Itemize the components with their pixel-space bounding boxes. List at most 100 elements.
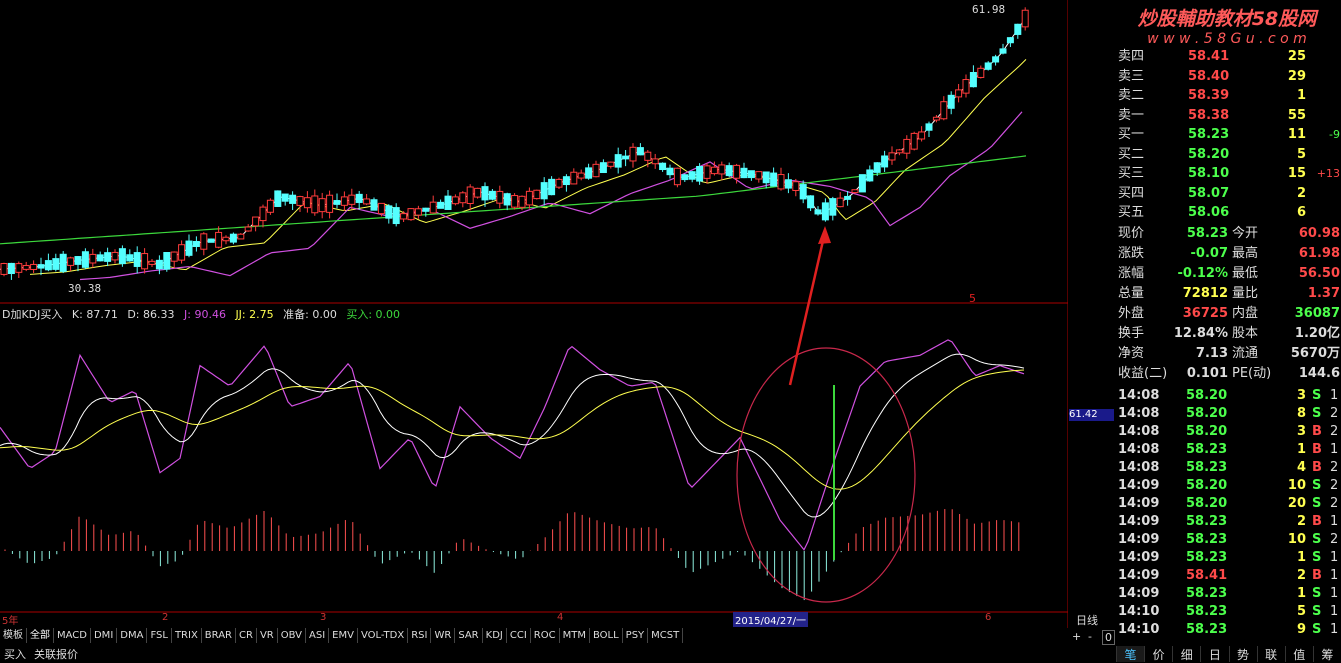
trade-time: 14:09 xyxy=(1118,514,1160,529)
indicator-tab[interactable]: DMA xyxy=(117,628,148,643)
kdj-d-line xyxy=(0,369,1025,490)
indicator-tab[interactable]: ROC xyxy=(531,628,560,643)
stat-value: 144.6 xyxy=(1298,366,1340,381)
quote-panel-tab[interactable]: 价 xyxy=(1144,646,1172,662)
stat-row: 现价 58.23 今开 60.98 xyxy=(1116,224,1341,243)
candle-body xyxy=(614,154,622,168)
indicator-tab[interactable]: BRAR xyxy=(202,628,236,643)
indicator-tab[interactable]: 模板 xyxy=(0,628,27,643)
trade-side: S xyxy=(1312,622,1322,637)
quote-panel-tab[interactable]: 势 xyxy=(1228,646,1257,662)
candle-body xyxy=(15,263,23,273)
indicator-tab[interactable]: VR xyxy=(257,628,278,643)
trade-time: 14:08 xyxy=(1118,442,1160,457)
trade-price: 58.23 xyxy=(1186,460,1228,475)
indicator-tab[interactable]: RSI xyxy=(408,628,432,643)
trade-time: 14:09 xyxy=(1118,550,1160,565)
trade-side: B xyxy=(1312,514,1322,529)
indicator-tab[interactable]: OBV xyxy=(278,628,306,643)
trade-price: 58.23 xyxy=(1186,532,1228,547)
quote-panel-tab[interactable]: 筹 xyxy=(1312,646,1341,662)
high-price-label: 61.98 xyxy=(972,3,1005,16)
zoom-reset-button[interactable]: 0 xyxy=(1102,630,1115,645)
indicator-tab[interactable]: CR xyxy=(236,628,257,643)
indicator-name[interactable]: D加KDJ买入 xyxy=(2,308,63,321)
candle-body xyxy=(289,194,297,204)
candle-body xyxy=(466,186,474,205)
bottom-tab[interactable]: 买入 xyxy=(4,648,26,661)
trade-volume: 3 xyxy=(1296,388,1306,403)
trade-side: B xyxy=(1312,460,1322,475)
indicator-tab[interactable]: TRIX xyxy=(172,628,202,643)
ma5-line xyxy=(0,17,1027,270)
candle-body xyxy=(688,171,696,180)
indicator-tab[interactable]: 全部 xyxy=(27,628,54,643)
candle-body xyxy=(533,189,541,200)
trade-price: 58.20 xyxy=(1186,406,1228,421)
kdj-j-line xyxy=(0,339,1025,551)
quote-panel-tab[interactable]: 值 xyxy=(1284,646,1313,662)
ma20-line xyxy=(79,111,1023,281)
date-label: 4 xyxy=(557,612,564,623)
chart-area[interactable]: 60.0055.0050.0045.0040.0035.0030.00 100.… xyxy=(0,0,1114,628)
indicator-tab[interactable]: MTM xyxy=(560,628,590,643)
trade-time: 14:08 xyxy=(1118,406,1160,421)
trade-time: 14:10 xyxy=(1118,604,1160,619)
zoom-in-button[interactable]: + xyxy=(1072,630,1082,643)
candle-body xyxy=(222,236,230,242)
trade-count: 2 xyxy=(1330,424,1339,439)
indicator-tab[interactable]: BOLL xyxy=(590,628,623,643)
period-label[interactable]: 日线 xyxy=(1076,614,1098,627)
indicator-tab[interactable]: VOL-TDX xyxy=(358,628,409,643)
candle-body xyxy=(7,262,15,275)
trade-price: 58.23 xyxy=(1186,550,1228,565)
indicator-tab[interactable]: MCST xyxy=(648,628,684,643)
candle-body xyxy=(474,187,482,198)
quote-panel-tab[interactable]: 日 xyxy=(1200,646,1228,662)
candle-body xyxy=(555,178,563,188)
chart-svg[interactable]: 60.0055.0050.0045.0040.0035.0030.00 100.… xyxy=(0,0,1068,628)
orderbook-price: 58.10 xyxy=(1188,166,1230,181)
indicator-tab[interactable]: FSL xyxy=(147,628,172,643)
candle-body xyxy=(622,155,630,160)
trade-volume: 2 xyxy=(1296,568,1306,583)
quote-panel-tab[interactable]: 细 xyxy=(1172,646,1200,662)
indicator-marker: 61.42 xyxy=(1069,409,1114,421)
trade-side: S xyxy=(1312,496,1322,511)
quote-panel-tab[interactable]: 笔 xyxy=(1116,646,1145,662)
candle-body xyxy=(451,196,459,205)
stat-row: 涨幅 -0.12% 最低 56.50 xyxy=(1116,264,1341,283)
indicator-tab[interactable]: DMI xyxy=(91,628,118,643)
trade-volume: 2 xyxy=(1296,514,1306,529)
orderbook-volume: 11 xyxy=(1287,127,1306,142)
stat-label: 现价 xyxy=(1118,226,1145,241)
candle-body xyxy=(710,166,718,175)
candle-body xyxy=(548,178,556,196)
candle-body xyxy=(636,147,644,156)
candle-body xyxy=(644,151,652,161)
indicator-tab[interactable]: KDJ xyxy=(483,628,507,643)
indicator-tab[interactable]: PSY xyxy=(623,628,649,643)
indicator-tab[interactable]: CCI xyxy=(507,628,531,643)
orderbook-volume: 1 xyxy=(1296,88,1306,103)
indicator-tab[interactable]: EMV xyxy=(329,628,358,643)
candle-body xyxy=(836,197,844,208)
date-label: 3 xyxy=(320,612,327,623)
trade-count: 2 xyxy=(1330,460,1339,475)
candle-body xyxy=(696,165,704,182)
candle-body xyxy=(718,164,726,175)
jj-value: JJ: 2.75 xyxy=(235,308,274,321)
quote-panel-tab[interactable]: 联 xyxy=(1256,646,1285,662)
orderbook-volume: 15 xyxy=(1287,166,1306,181)
zoom-out-button[interactable]: - xyxy=(1088,630,1092,643)
indicator-tab[interactable]: SAR xyxy=(455,628,483,643)
candle-body xyxy=(89,253,97,264)
orderbook-row: 买四 58.07 2 xyxy=(1116,184,1341,203)
indicator-tab[interactable]: MACD xyxy=(54,628,91,643)
indicator-tab[interactable]: ASI xyxy=(306,628,330,643)
indicator-tab[interactable]: WR xyxy=(431,628,456,643)
trade-price: 58.23 xyxy=(1186,604,1228,619)
candle-body xyxy=(940,101,948,120)
bottom-tab[interactable]: 关联报价 xyxy=(34,648,78,661)
candle-body xyxy=(229,233,237,243)
